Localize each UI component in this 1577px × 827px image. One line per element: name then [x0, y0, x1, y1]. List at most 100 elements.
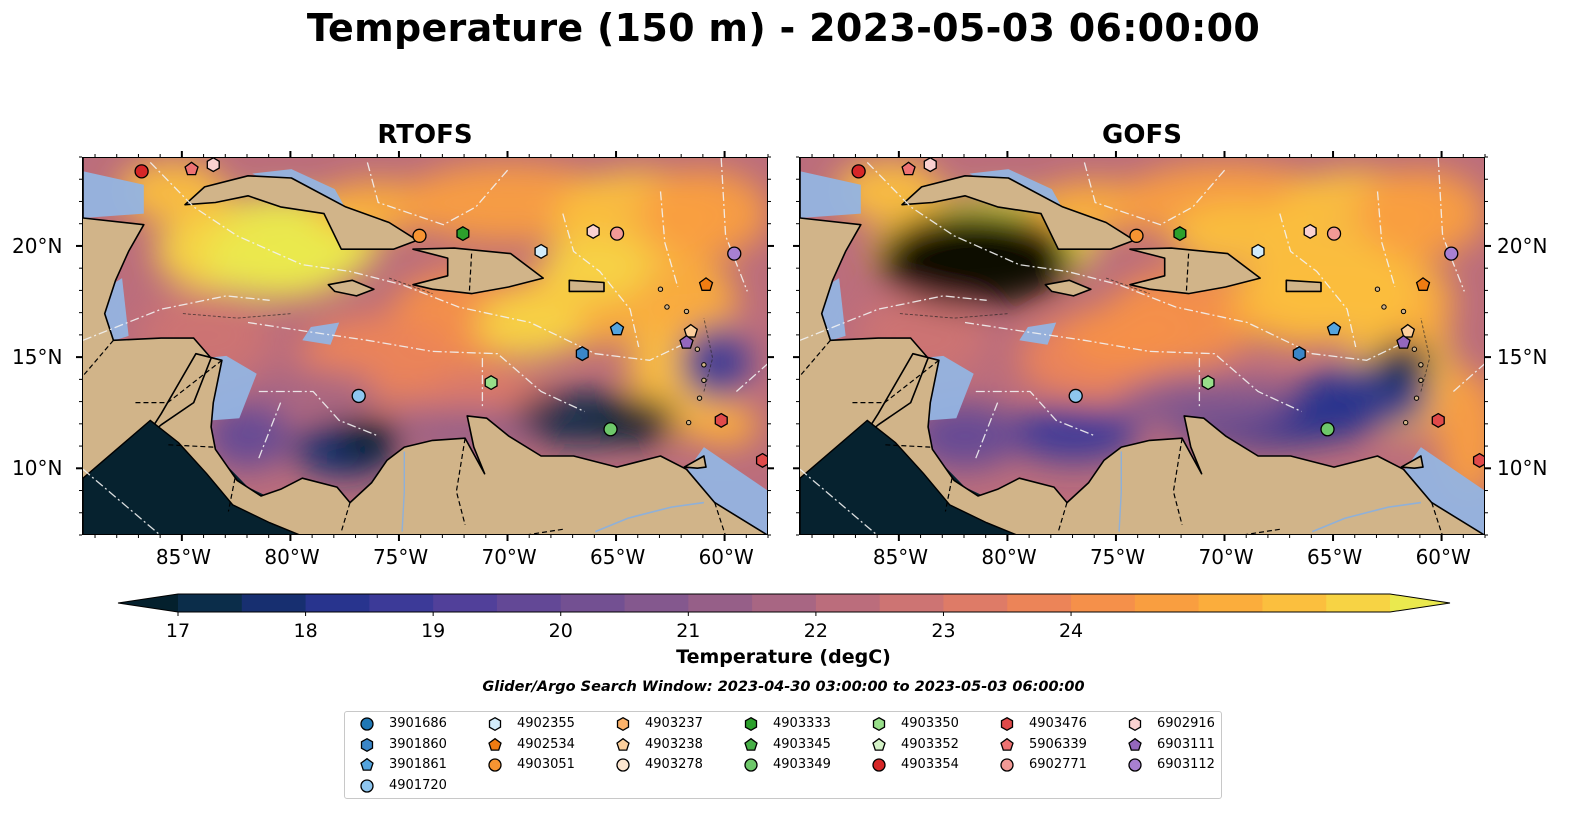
float-marker-4903476[interactable] — [714, 412, 728, 428]
float-marker-4901720[interactable] — [1068, 388, 1083, 404]
colorbar-tick-label: 22 — [803, 620, 828, 642]
float-marker-3901860[interactable] — [575, 346, 589, 362]
float-marker-6902771[interactable] — [1326, 226, 1342, 241]
float-marker-4903476[interactable] — [1472, 452, 1485, 468]
legend-label: 6902771 — [1029, 757, 1087, 772]
float-marker-4903238[interactable] — [683, 323, 699, 338]
figure-title: Temperature (150 m) - 2023-05-03 06:00:0… — [306, 6, 1261, 50]
circle-marker-icon — [872, 758, 886, 772]
float-marker-6903111[interactable] — [679, 334, 694, 349]
colorbar-bin — [496, 594, 562, 612]
float-marker-4903333[interactable] — [456, 226, 470, 242]
hexagon-marker-icon — [360, 737, 374, 752]
x-tick-label: 60°W — [1415, 545, 1471, 569]
float-marker-6903112[interactable] — [727, 246, 742, 261]
float-marker-3901861[interactable] — [1326, 321, 1342, 336]
colorbar-bin — [560, 594, 626, 612]
float-marker-6902916[interactable] — [1303, 223, 1317, 239]
panel-title-gofs: GOFS — [1102, 120, 1182, 150]
colorbar-extend-low — [118, 594, 178, 612]
colorbar-label: Temperature (degC) — [676, 646, 891, 668]
legend-label: 3901860 — [389, 736, 447, 752]
colorbar-tick-label: 20 — [548, 620, 573, 642]
map-panel-rtofs[interactable] — [82, 157, 768, 535]
circle-marker-icon — [744, 758, 758, 772]
float-marker-4901720[interactable] — [351, 388, 366, 404]
circle-marker-icon — [1128, 758, 1142, 772]
hexagon-marker-icon — [744, 716, 758, 732]
float-marker-6902771[interactable] — [609, 226, 625, 241]
x-tick-label: 65°W — [1307, 545, 1363, 569]
float-marker-6902916[interactable] — [923, 158, 937, 173]
colorbar-bin — [879, 594, 944, 612]
legend-label: 5906339 — [1029, 736, 1087, 752]
legend-label: 4902355 — [517, 716, 575, 731]
legend-label: 4903349 — [773, 757, 831, 772]
float-marker-3901861[interactable] — [609, 321, 625, 336]
colorbar-bin — [305, 594, 370, 612]
float-marker-5906339[interactable] — [184, 161, 199, 176]
colorbar-tick-label: 17 — [165, 620, 191, 642]
pentagon-marker-icon — [872, 737, 886, 751]
colorbar-tick-label: 23 — [931, 620, 956, 642]
circle-marker-icon — [1000, 758, 1014, 772]
float-marker-4903051[interactable] — [412, 228, 427, 243]
legend-label: 4903238 — [645, 736, 703, 752]
hexagon-marker-icon — [1000, 716, 1014, 732]
circle-marker-icon — [360, 717, 374, 731]
float-marker-4903354[interactable] — [134, 164, 149, 179]
float-marker-4903476[interactable] — [1431, 412, 1445, 428]
float-marker-4903238[interactable] — [1400, 323, 1416, 338]
colorbar-tick-label: 21 — [676, 620, 701, 642]
legend-label: 4903333 — [773, 716, 831, 731]
legend-label: 6903111 — [1157, 736, 1215, 752]
float-marker-4903476[interactable] — [755, 452, 768, 468]
legend-label: 4903237 — [645, 716, 703, 731]
float-marker-4902534[interactable] — [698, 277, 714, 291]
legend-label: 6903112 — [1157, 757, 1215, 772]
colorbar-tick-label: 24 — [1058, 620, 1084, 642]
x-tick-label: 80°W — [264, 545, 320, 569]
float-marker-4903349[interactable] — [1320, 422, 1335, 437]
x-tick-label: 75°W — [372, 545, 429, 569]
map-panel-gofs[interactable] — [799, 157, 1485, 535]
y-tick-label: 20°N — [12, 233, 63, 258]
legend-label: 3901686 — [389, 716, 447, 731]
float-marker-6903111[interactable] — [1396, 334, 1411, 349]
float-marker-6902916[interactable] — [586, 223, 600, 239]
colorbar-bin — [433, 594, 498, 612]
legend-label: 4903278 — [645, 757, 703, 772]
colorbar-tick-label: 19 — [421, 620, 446, 642]
float-marker-3901860[interactable] — [1292, 346, 1306, 362]
legend: 3901686 3901860 3901861 4901720 4902355 49025… — [344, 711, 1222, 799]
float-marker-6903112[interactable] — [1444, 246, 1459, 261]
float-marker-6902916[interactable] — [206, 158, 220, 173]
colorbar-bin — [815, 594, 881, 612]
float-marker-4903350[interactable] — [1201, 375, 1215, 391]
search-window-text: Glider/Argo Search Window: 2023-04-30 03… — [482, 679, 1085, 695]
y-tick-label: 20°N — [1497, 233, 1548, 258]
legend-label: 4903352 — [901, 736, 959, 752]
float-marker-4902355[interactable] — [534, 243, 548, 259]
legend-label: 4903354 — [901, 757, 959, 772]
hexagon-marker-icon — [616, 716, 630, 732]
float-marker-4902355[interactable] — [1251, 243, 1265, 259]
colorbar-bin — [1134, 594, 1200, 612]
hexagon-marker-icon — [872, 716, 886, 732]
float-marker-4903354[interactable] — [851, 164, 866, 179]
colorbar-bin — [1198, 594, 1263, 612]
x-tick-label: 65°W — [590, 545, 646, 569]
float-marker-4903350[interactable] — [484, 375, 498, 391]
circle-marker-icon — [360, 778, 374, 793]
legend-label: 4903051 — [517, 757, 575, 772]
pentagon-marker-icon — [1000, 737, 1014, 751]
float-marker-5906339[interactable] — [901, 161, 916, 176]
float-marker-4903349[interactable] — [603, 422, 618, 437]
float-marker-4903051[interactable] — [1129, 228, 1144, 243]
x-tick-label: 75°W — [1089, 545, 1146, 569]
float-marker-4902534[interactable] — [1415, 277, 1431, 291]
legend-label: 4903345 — [773, 736, 831, 752]
colorbar-bin — [1007, 594, 1072, 612]
legend-label: 6902916 — [1157, 716, 1215, 731]
float-marker-4903333[interactable] — [1173, 226, 1187, 242]
